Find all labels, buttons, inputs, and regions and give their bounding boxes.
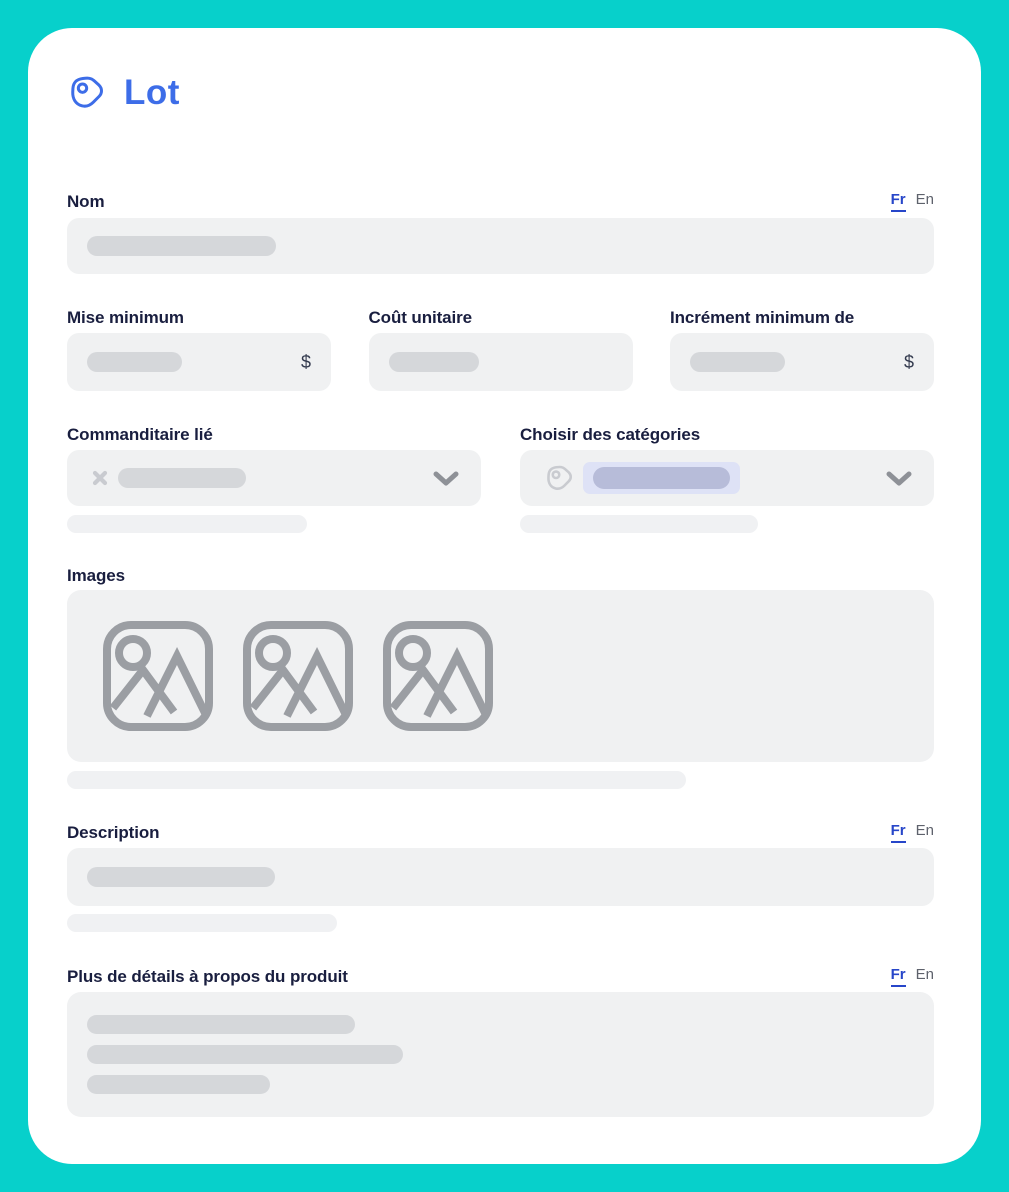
nom-label: Nom	[67, 192, 105, 211]
helper-skeleton	[67, 914, 337, 932]
increment-field: Incrément minimum de $	[670, 308, 934, 391]
images-section: Images	[67, 566, 934, 789]
lang-en-button[interactable]: En	[915, 191, 934, 208]
tag-icon	[544, 463, 575, 494]
nom-section: Nom Fr En	[67, 188, 934, 274]
skeleton-bar	[87, 867, 275, 887]
chevron-down-icon	[433, 471, 459, 486]
cout-unitaire-label: Coût unitaire	[368, 308, 473, 327]
chevron-down-icon	[886, 471, 912, 486]
lang-fr-button[interactable]: Fr	[890, 822, 906, 843]
nom-input[interactable]	[67, 218, 934, 274]
mise-minimum-input[interactable]: $	[67, 333, 331, 391]
increment-input[interactable]: $	[670, 333, 934, 391]
helper-skeleton	[67, 515, 307, 533]
language-toggle: Fr En	[890, 966, 934, 987]
categories-field: Choisir des catégories	[520, 425, 934, 533]
skeleton-bar	[118, 468, 246, 488]
lang-en-button[interactable]: En	[915, 822, 934, 839]
relations-row: Commanditaire lié	[67, 425, 934, 533]
skeleton-bar	[690, 352, 785, 372]
language-toggle: Fr En	[890, 822, 934, 843]
details-section: Plus de détails à propos du produit Fr E…	[67, 963, 934, 1117]
increment-label: Incrément minimum de	[670, 308, 855, 327]
categories-select[interactable]	[520, 450, 934, 506]
selected-category-chip[interactable]	[583, 462, 740, 494]
skeleton-bar	[87, 236, 276, 256]
lang-en-button[interactable]: En	[915, 966, 934, 983]
details-textarea[interactable]	[67, 992, 934, 1117]
helper-skeleton	[520, 515, 758, 533]
images-label: Images	[67, 566, 125, 585]
mise-minimum-label: Mise minimum	[67, 308, 184, 327]
pricing-row: Mise minimum $ Coût unitaire Incrément m…	[67, 308, 934, 391]
form-header: Lot	[67, 70, 934, 116]
page-title: Lot	[124, 73, 180, 112]
commanditaire-select[interactable]	[67, 450, 481, 506]
description-label: Description	[67, 823, 160, 842]
skeleton-bar	[87, 352, 182, 372]
tag-icon	[67, 73, 107, 113]
language-toggle: Fr En	[890, 191, 934, 212]
currency-suffix: $	[300, 351, 311, 372]
image-placeholder-icon	[102, 620, 214, 762]
skeleton-bar	[87, 1015, 355, 1034]
images-dropzone[interactable]	[67, 590, 934, 762]
cout-unitaire-input[interactable]	[368, 333, 633, 391]
details-label: Plus de détails à propos du produit	[67, 967, 348, 986]
skeleton-bar	[593, 467, 730, 489]
categories-label: Choisir des catégories	[520, 425, 701, 444]
helper-skeleton	[67, 771, 686, 789]
description-input[interactable]	[67, 848, 934, 906]
description-section: Description Fr En	[67, 819, 934, 932]
skeleton-bar	[388, 352, 479, 372]
commanditaire-label: Commanditaire lié	[67, 425, 213, 444]
skeleton-bar	[87, 1045, 403, 1064]
x-icon[interactable]	[91, 469, 109, 487]
currency-suffix: $	[903, 351, 914, 372]
skeleton-bar	[87, 1075, 270, 1094]
lang-fr-button[interactable]: Fr	[890, 966, 906, 987]
lang-fr-button[interactable]: Fr	[890, 191, 906, 212]
image-placeholder-icon	[382, 620, 494, 762]
mise-minimum-field: Mise minimum $	[67, 308, 331, 391]
image-placeholder-icon	[242, 620, 354, 762]
commanditaire-field: Commanditaire lié	[67, 425, 481, 533]
cout-unitaire-field: Coût unitaire	[368, 308, 633, 391]
lot-form-card: Lot Nom Fr En Mise minimum $	[28, 28, 981, 1164]
